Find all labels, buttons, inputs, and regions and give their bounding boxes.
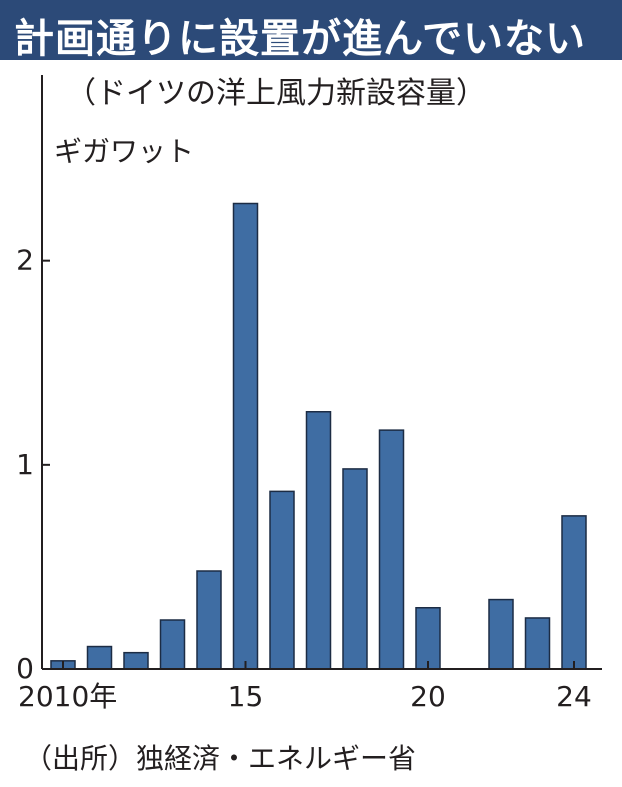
title-bar: 計画通りに設置が進んでいない <box>0 0 622 62</box>
y-axis-unit-label: ギガワット <box>54 135 195 168</box>
bar-2023 <box>524 617 551 670</box>
y-tick-label: 1 <box>16 448 34 481</box>
y-tick-label: 0 <box>16 652 34 685</box>
chart-subtitle: （ドイツの洋上風力新設容量） <box>66 76 486 111</box>
x-tick-label: 20 <box>410 680 446 713</box>
source-note: （出所）独経済・エネルギー省 <box>24 742 417 775</box>
bars-group <box>50 202 587 670</box>
bar-2012 <box>123 651 149 670</box>
bar-2022 <box>488 598 514 670</box>
bar-2024 <box>561 515 587 670</box>
bar-2011 <box>86 645 113 670</box>
axes-group <box>41 75 602 670</box>
x-tick-label: 15 <box>228 680 264 713</box>
tick-labels-group: 0 1 2 2010年 15 20 24 <box>16 244 592 713</box>
bar-2015 <box>232 202 259 670</box>
bar-2014 <box>196 570 222 670</box>
chart-title: 計画通りに設置が進んでいない <box>14 16 586 62</box>
bar-2017 <box>305 411 332 670</box>
bar-2013 <box>159 619 186 670</box>
bar-2020 <box>415 607 441 670</box>
y-tick-label: 2 <box>16 244 34 277</box>
x-tick-label: 2010年 <box>18 680 117 713</box>
bar-2018 <box>342 468 368 670</box>
bar-2016 <box>269 490 295 670</box>
x-tick-label: 24 <box>556 680 592 713</box>
bar-2019 <box>378 429 405 670</box>
